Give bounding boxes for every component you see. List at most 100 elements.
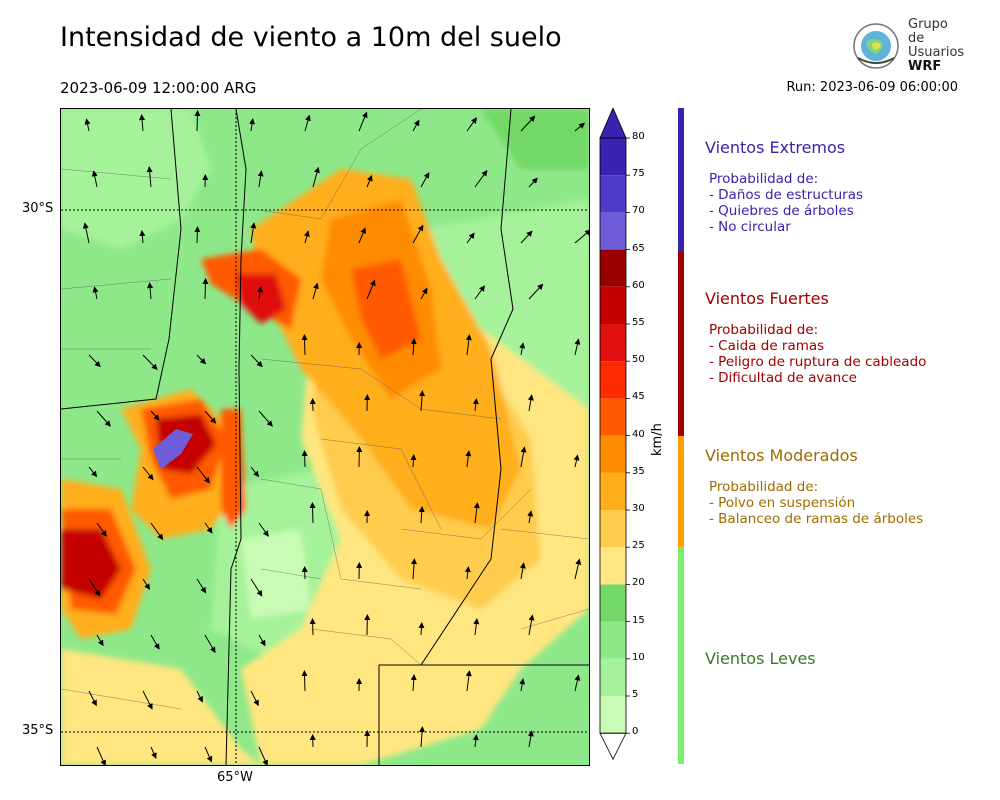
wind-arrow (574, 558, 582, 580)
colorbar-tick-label: 80 (632, 131, 645, 142)
wind-arrow (91, 170, 98, 188)
wind-arrow (464, 566, 471, 580)
wind-arrow (528, 614, 535, 636)
colorbar-tick-label: 25 (632, 540, 645, 552)
wind-arrow (527, 394, 534, 412)
wind-arrow (312, 166, 320, 188)
colorbar-segment (600, 398, 626, 436)
wind-arrow (258, 746, 268, 765)
wind-field-svg (61, 109, 589, 765)
wind-arrow (204, 746, 213, 763)
wind-arrow (474, 169, 488, 188)
colorbar (599, 108, 630, 761)
wind-arrow (410, 674, 417, 692)
wind-arrow (465, 450, 472, 468)
category-bar-leves (678, 547, 684, 764)
wind-arrow (88, 466, 98, 478)
wind-arrow (309, 502, 316, 524)
colorbar-segment (600, 175, 626, 213)
colorbar-segment (600, 138, 626, 176)
wind-arrow (194, 110, 201, 132)
logo-line-3: WRF (908, 59, 942, 74)
category-fuertes: Vientos Fuertes Probabilidad de: - Caida… (705, 289, 926, 386)
wind-arrow (257, 170, 264, 188)
wind-arrow (420, 287, 428, 300)
wind-arrow (574, 674, 581, 692)
category-title: Vientos Leves (705, 649, 816, 668)
wind-arrow (473, 502, 480, 524)
colorbar-tick-label: 60 (632, 279, 645, 291)
category-line: Probabilidad de: (709, 171, 819, 187)
wind-arrow (465, 670, 472, 692)
wind-arrow (420, 172, 430, 188)
wind-arrow (418, 622, 425, 636)
colorbar-tick-label: 75 (632, 168, 645, 180)
category-line: - Daños de estructuras (709, 187, 864, 203)
wind-arrow (520, 446, 527, 468)
colorbar-segment (600, 361, 626, 399)
wind-arrow (150, 522, 164, 541)
wind-arrow (250, 222, 257, 244)
colorbar-tick-label: 70 (632, 205, 645, 217)
wind-arrow (418, 506, 425, 524)
wind-arrow (84, 118, 91, 132)
wind-arrow (358, 111, 368, 132)
wind-arrow (194, 226, 201, 244)
colorbar-segment (600, 249, 626, 287)
wind-arrow (250, 578, 263, 597)
category-line: - Dificultad de avance (709, 370, 857, 386)
wind-arrow (309, 618, 316, 636)
wind-arrow (258, 522, 269, 537)
wind-arrow (303, 230, 310, 244)
wind-arrow (196, 578, 207, 594)
category-title: Vientos Extremos (705, 138, 846, 157)
colorbar-segment (600, 212, 626, 250)
colorbar-tick-label: 10 (632, 651, 645, 663)
colorbar-extend-min (599, 732, 627, 761)
category-bar-fuertes (678, 252, 684, 436)
wind-arrow (520, 115, 536, 132)
wind-map (60, 108, 590, 766)
wind-arrow (410, 338, 417, 356)
wind-arrow (519, 562, 526, 580)
wind-arrow (466, 117, 477, 132)
wind-arrow (519, 678, 526, 692)
category-title: Vientos Fuertes (705, 289, 829, 308)
wind-arrow (419, 726, 426, 748)
category-title: Vientos Moderados (705, 446, 858, 465)
colorbar-tick-label: 30 (632, 503, 645, 514)
colorbar-tick-label: 45 (632, 391, 645, 403)
colorbar-tick-label: 55 (632, 317, 645, 328)
wind-arrow (196, 466, 211, 484)
category-bar (678, 108, 684, 764)
wind-arrow (419, 390, 426, 412)
colorbar-segment (600, 696, 626, 734)
colorbar-unit: km/h (650, 423, 665, 456)
colorbar-segment (600, 324, 626, 362)
run-time: Run: 2023-06-09 06:00:00 (786, 80, 958, 95)
wind-arrow (150, 410, 160, 421)
wind-arrow (88, 578, 101, 597)
wind-arrow (358, 227, 366, 244)
wind-arrow (258, 410, 273, 427)
colorbar-extend-max (599, 108, 627, 139)
colorbar-segment (600, 510, 626, 548)
wind-arrow (528, 177, 538, 188)
wind-arrow (82, 222, 90, 244)
wind-arrow (204, 522, 213, 534)
wind-arrow (142, 578, 151, 590)
wind-arrow (257, 286, 264, 300)
wind-arrow (574, 338, 581, 356)
category-bar-extremos (678, 108, 684, 252)
logo-line-2: Usuarios (908, 45, 965, 60)
colorbar-tick-label: 20 (632, 577, 645, 589)
wind-arrow (519, 342, 526, 356)
colorbar-segment (600, 621, 626, 659)
wind-arrow (304, 114, 311, 132)
wind-arrow (96, 634, 104, 647)
wind-arrow (142, 354, 158, 371)
wind-arrow (520, 230, 533, 244)
category-bar-moderados (678, 436, 684, 547)
wind-arrow (250, 354, 263, 368)
chart-title: Intensidad de viento a 10m del suelo (60, 22, 562, 53)
